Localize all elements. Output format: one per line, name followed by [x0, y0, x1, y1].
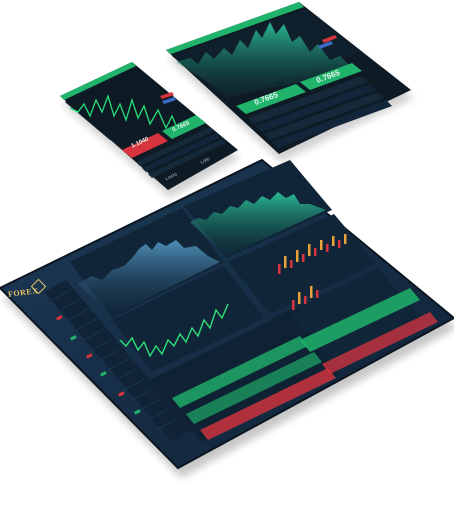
phone-large-header [166, 2, 304, 54]
tablet-green-area-chart [190, 192, 326, 256]
phone-small [60, 62, 240, 198]
phone-large-blue-marker [318, 41, 333, 49]
tablet-summary-bar [300, 288, 420, 352]
phone-large [166, 2, 414, 162]
tablet-order-row-buy-2[interactable] [186, 352, 322, 424]
tablet-area-chart [78, 240, 220, 316]
tablet-watchlist-prices [56, 315, 141, 415]
tablet-order-row-sell[interactable] [200, 368, 336, 440]
phone-small-buy-button[interactable] [162, 115, 206, 139]
phone-small-line-chart [69, 93, 179, 131]
tablet [0, 158, 454, 478]
phone-large-area-chart [176, 22, 355, 96]
phone-large-red-marker [322, 35, 337, 43]
tablet-candle-chart-panel [228, 214, 376, 314]
phone-small-sell-button[interactable] [122, 133, 168, 158]
phone-small-chart-area [65, 68, 182, 140]
tablet-line-chart [119, 303, 229, 358]
tablet-watchlist-rows [51, 288, 177, 431]
tablet-summary-bar-red [322, 312, 438, 374]
tablet-order-row-buy[interactable] [172, 336, 308, 408]
phone-large-buy-button[interactable] [300, 63, 362, 90]
phone-small-header [60, 62, 136, 100]
tablet-line-chart-panel [112, 266, 264, 372]
phone-large-sell-button[interactable] [236, 84, 306, 114]
tablet-candlesticks [278, 234, 347, 274]
tablet-candlesticks-2 [292, 286, 319, 310]
